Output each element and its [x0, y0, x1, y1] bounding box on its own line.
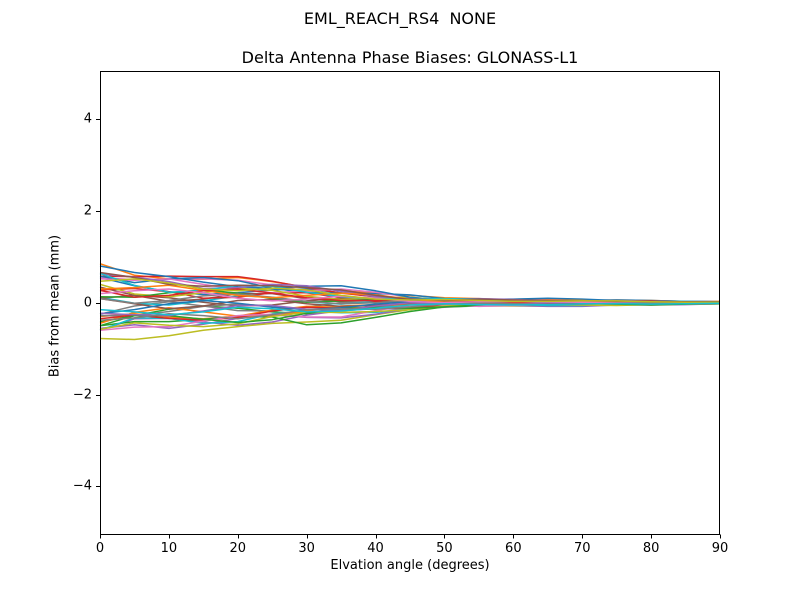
- series-line: [99, 302, 721, 316]
- series-line: [99, 278, 720, 304]
- axes-title: Delta Antenna Phase Biases: GLONASS-L1: [241, 48, 579, 67]
- x-tick-label: 30: [298, 541, 315, 556]
- x-tick-label: 20: [229, 541, 247, 556]
- x-tick-label: 10: [160, 541, 178, 556]
- x-tick-label: 90: [711, 541, 729, 556]
- x-tick-label: 70: [573, 541, 591, 556]
- x-tick-label: 80: [642, 541, 660, 556]
- y-tick-label: −4: [72, 478, 92, 494]
- y-tick-label: 4: [83, 111, 92, 127]
- axes-frame: [100, 71, 720, 535]
- x-tick-label: 50: [436, 541, 453, 556]
- series-line: [99, 302, 721, 331]
- figure-suptitle: EML_REACH_RS4 NONE: [303, 9, 497, 28]
- y-axis-label: Bias from mean (mm): [47, 234, 63, 378]
- y-tick-label: 0: [83, 295, 92, 311]
- x-tick-label: 0: [95, 541, 105, 556]
- y-tick-label: 2: [83, 203, 92, 219]
- y-tick-label: −2: [72, 387, 92, 403]
- x-tick-label: 40: [367, 541, 384, 556]
- x-axis-label: Elvation angle (degrees): [330, 558, 490, 573]
- x-tick-label: 60: [505, 541, 522, 556]
